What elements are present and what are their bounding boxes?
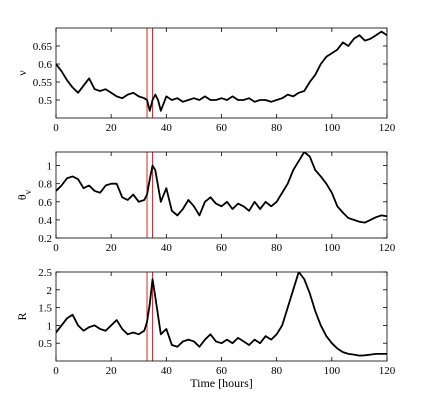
x-tick-label: 0: [53, 122, 59, 134]
y-tick-label: 0.8: [38, 179, 52, 191]
axes-frame: [55, 151, 388, 239]
y-tick-label: 1: [47, 320, 53, 332]
x-tick-label: 0: [53, 365, 59, 377]
x-tick-label: 80: [271, 122, 283, 134]
axes-frame: [55, 27, 388, 119]
x-tick-label: 40: [161, 242, 173, 254]
x-tick-label: 20: [106, 242, 118, 254]
x-tick-label: 20: [106, 365, 118, 377]
x-tick-label: 100: [324, 242, 341, 254]
x-tick-label: 20: [106, 122, 118, 134]
y-tick-label: 0.4: [38, 215, 52, 227]
y-axis-label: θv: [15, 189, 33, 200]
series-line-1: [56, 152, 387, 224]
y-tick-label: 2.5: [38, 267, 52, 279]
chart-panel-3: 0 20 40 60 80 100 120 0.5 1 1.5 2 2.5 R Time [hours]: [15, 267, 396, 390]
x-tick-label: 120: [379, 365, 396, 377]
y-tick-label: 0.6: [38, 197, 52, 209]
y-axis-label: R: [15, 312, 29, 320]
y-tick-label: 0.5: [38, 338, 52, 350]
y-tick-label: 1: [47, 161, 53, 173]
x-tick-label: 100: [324, 122, 341, 134]
x-tick-label: 60: [216, 242, 228, 254]
x-tick-label: 40: [161, 122, 173, 134]
y-tick-label: 0.55: [33, 77, 53, 89]
series-line-1: [56, 30, 387, 112]
x-axis-label: Time [hours]: [190, 376, 253, 390]
y-tick-label: 0.2: [38, 233, 52, 245]
chart-panel-2: 0 20 40 60 80 100 120 0.2 0.4 0.6 0.8 1 θv: [15, 151, 396, 254]
x-tick-label: 60: [216, 365, 228, 377]
series-line-1: [56, 272, 387, 357]
y-tick-label: 2: [47, 285, 53, 297]
y-tick-label: 1.5: [38, 303, 52, 315]
x-tick-label: 60: [216, 122, 228, 134]
chart-panel-1: 0 20 40 60 80 100 120 0.5 0.55 0.6 0.65 ν: [15, 27, 396, 134]
x-tick-label: 0: [53, 242, 59, 254]
x-tick-label: 120: [379, 122, 396, 134]
y-tick-label: 0.5: [38, 95, 52, 107]
y-axis-label: ν: [15, 70, 29, 76]
x-tick-label: 100: [324, 365, 341, 377]
y-tick-label: 0.65: [33, 41, 53, 53]
x-tick-label: 80: [271, 242, 283, 254]
x-tick-label: 120: [379, 242, 396, 254]
y-tick-label: 0.6: [38, 59, 52, 71]
x-tick-label: 40: [161, 365, 173, 377]
x-tick-label: 80: [271, 365, 283, 377]
